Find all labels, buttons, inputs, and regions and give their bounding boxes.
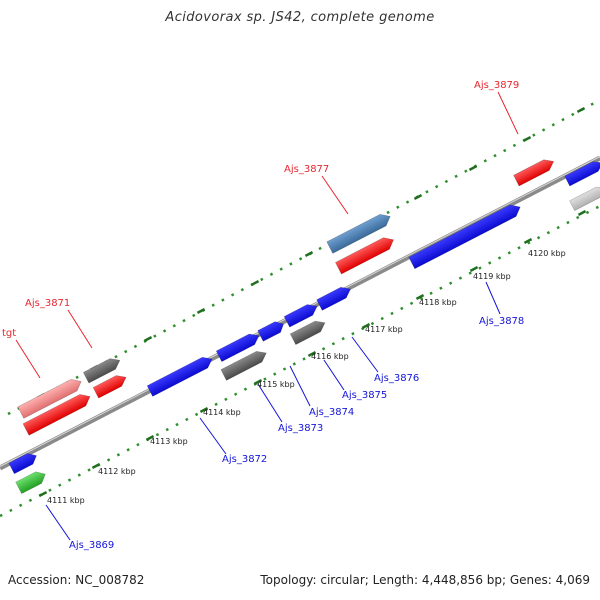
leader-ajs-3878 bbox=[485, 281, 501, 315]
label-ajs-3876[interactable]: Ajs_3876 bbox=[374, 373, 419, 384]
label-ajs-3873[interactable]: Ajs_3873 bbox=[278, 423, 323, 434]
inner-ring-ticks bbox=[38, 210, 587, 497]
gene-ajs-3875-arrow[interactable] bbox=[283, 301, 320, 328]
inner-tick-mark bbox=[91, 463, 101, 469]
gene-ajs-3872-arrow[interactable] bbox=[146, 354, 215, 397]
label-ajs-3874[interactable]: Ajs_3874 bbox=[309, 407, 354, 418]
gene-ajs-3871-gray-arrow[interactable] bbox=[82, 355, 122, 384]
gene-ajs-3879-arrow[interactable] bbox=[513, 156, 557, 187]
tick-label-4120: 4120 kbp bbox=[528, 249, 566, 258]
outer-tick-mark bbox=[196, 308, 206, 314]
tick-label-4112: 4112 kbp bbox=[98, 467, 136, 476]
gene-blue-edge-arrow[interactable] bbox=[564, 158, 600, 187]
inner-tick-mark bbox=[415, 294, 425, 300]
inner-tick-mark bbox=[307, 351, 317, 357]
leader-ajs-3871 bbox=[67, 309, 93, 349]
label-leaders bbox=[15, 91, 519, 541]
gene-ajs-3875-gray-arrow[interactable] bbox=[289, 317, 327, 345]
accession-text: Accession: NC_008782 bbox=[8, 573, 145, 587]
gene-ajs-3877-arrow[interactable] bbox=[335, 234, 396, 275]
leader-ajs-3873 bbox=[257, 383, 283, 423]
gene-light-edge-arrow[interactable] bbox=[569, 183, 600, 212]
label-ajs-3875[interactable]: Ajs_3875 bbox=[342, 390, 387, 401]
tick-label-4113: 4113 kbp bbox=[150, 437, 188, 446]
tick-label-4119: 4119 kbp bbox=[473, 272, 511, 281]
tick-label-4118: 4118 kbp bbox=[419, 298, 457, 307]
inner-dotted-ring bbox=[0, 204, 600, 518]
label-ajs-3877[interactable]: Ajs_3877 bbox=[284, 164, 329, 175]
gene-tgt-pink-arrow[interactable] bbox=[17, 376, 84, 419]
topology-text: Topology: circular; Length: 4,448,856 bp… bbox=[260, 573, 590, 587]
tick-label-4116: 4116 kbp bbox=[311, 352, 349, 361]
gene-ajs-3869-arrow[interactable] bbox=[15, 468, 49, 495]
gene-ajs-3869-blue-arrow[interactable] bbox=[8, 450, 39, 475]
tick-label-4115: 4115 kbp bbox=[257, 380, 295, 389]
leader-ajs-3879 bbox=[497, 91, 519, 135]
gene-ajs-3873-arrow[interactable] bbox=[215, 330, 261, 363]
inner-tick-mark bbox=[361, 323, 371, 329]
gene-tgt-arrow[interactable] bbox=[22, 391, 93, 436]
inner-tick-mark bbox=[577, 210, 587, 216]
gene-ajs-3871-arrow[interactable] bbox=[92, 372, 129, 399]
leader-ajs-3875 bbox=[323, 359, 345, 391]
leader-ajs-3872 bbox=[199, 417, 227, 455]
gene-labels: Ajs_3879 Ajs_3877 Ajs_3871 tgt Ajs_3878 … bbox=[2, 80, 524, 551]
leader-ajs-3876 bbox=[351, 336, 379, 373]
inner-tick-mark bbox=[469, 266, 479, 272]
tick-label-4111: 4111 kbp bbox=[47, 496, 85, 505]
label-ajs-3869[interactable]: Ajs_3869 bbox=[69, 540, 114, 551]
label-ajs-3878[interactable]: Ajs_3878 bbox=[479, 316, 524, 327]
outer-tick-mark bbox=[522, 136, 532, 142]
outer-tick-mark bbox=[304, 251, 314, 257]
leader-tgt bbox=[15, 339, 41, 379]
inner-tick-mark bbox=[145, 435, 155, 441]
gene-ajs-3878-arrow[interactable] bbox=[408, 201, 523, 270]
label-ajs-3871[interactable]: Ajs_3871 bbox=[25, 298, 70, 309]
gene-ajs-3873-gray-arrow[interactable] bbox=[220, 348, 269, 381]
scale-tick-labels: 4111 kbp 4112 kbp 4113 kbp 4114 kbp 4115… bbox=[47, 249, 566, 505]
gene-ajs-3877-steel-arrow[interactable] bbox=[326, 211, 393, 254]
label-ajs-3879[interactable]: Ajs_3879 bbox=[474, 80, 519, 91]
outer-tick-mark bbox=[143, 336, 153, 342]
outer-tick-mark bbox=[468, 165, 478, 171]
leader-ajs-3874 bbox=[289, 365, 311, 407]
inner-tick-mark bbox=[523, 238, 533, 244]
tick-label-4114: 4114 kbp bbox=[203, 408, 241, 417]
tick-label-4117: 4117 kbp bbox=[365, 325, 403, 334]
inner-tick-mark bbox=[253, 379, 263, 385]
inner-tick-mark bbox=[38, 491, 48, 497]
outer-tick-mark bbox=[413, 194, 423, 200]
label-ajs-3872[interactable]: Ajs_3872 bbox=[222, 454, 267, 465]
map-title: Acidovorax sp. JS42, complete genome bbox=[165, 10, 435, 25]
leader-ajs-3877 bbox=[321, 175, 349, 215]
label-tgt[interactable]: tgt bbox=[2, 328, 16, 339]
outer-tick-mark bbox=[250, 280, 260, 286]
outer-tick-mark bbox=[576, 107, 586, 113]
inner-tick-mark bbox=[199, 407, 209, 413]
gene-features bbox=[8, 156, 600, 495]
gene-ajs-3876-arrow[interactable] bbox=[316, 284, 354, 311]
gene-ajs-3874-arrow[interactable] bbox=[257, 319, 287, 342]
leader-ajs-3869 bbox=[45, 504, 71, 541]
